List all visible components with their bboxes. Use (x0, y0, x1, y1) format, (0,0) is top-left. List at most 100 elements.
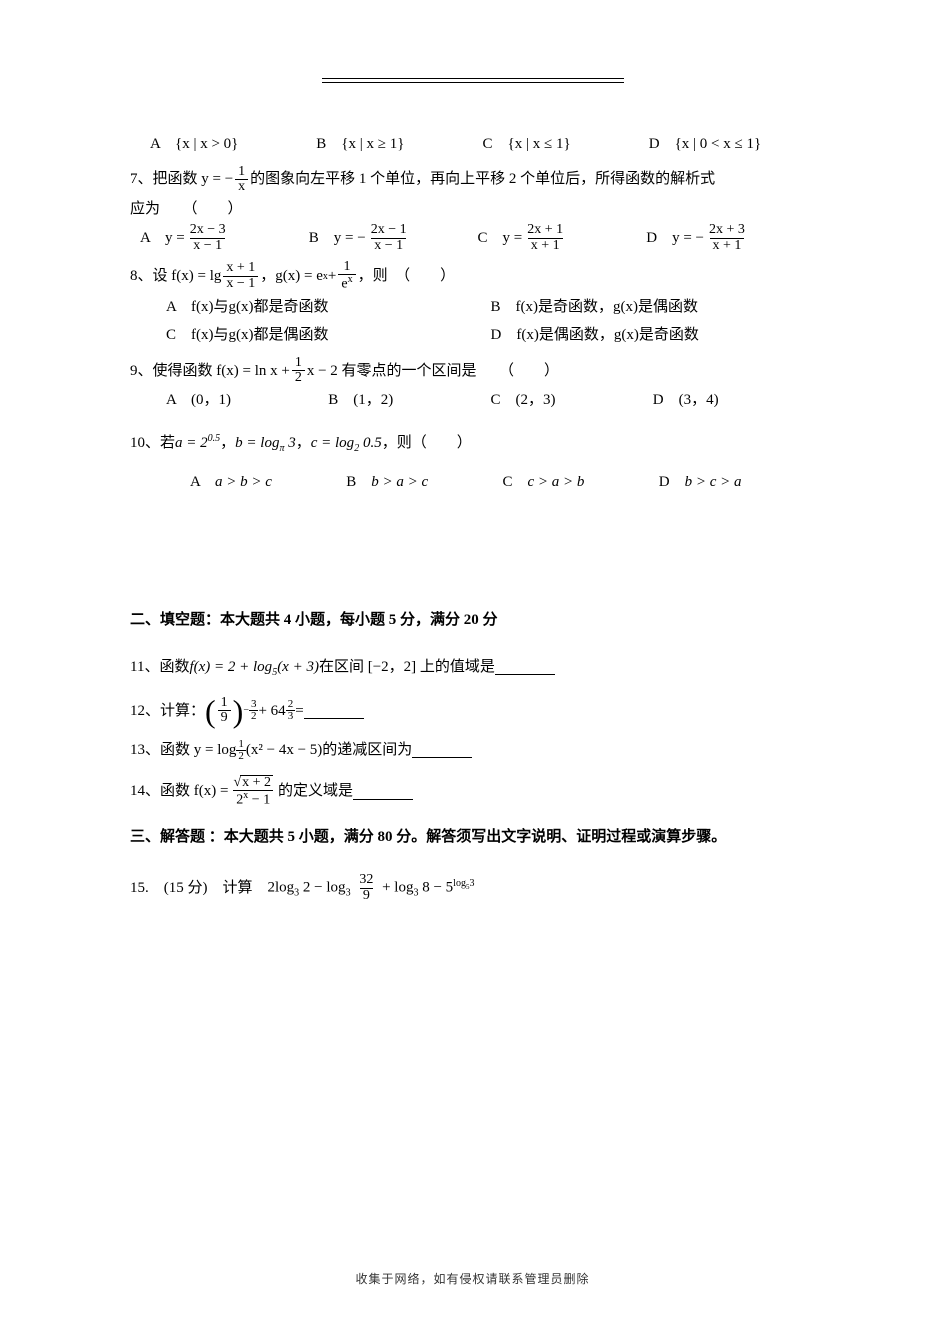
q15-a3: 8 (422, 880, 430, 896)
q6-B-text: {x | x ≥ 1} (341, 130, 404, 159)
q7-opt-C: C y = 2x + 1x + 1 (478, 223, 647, 253)
q14-blank (353, 784, 413, 800)
q10-sep1: ， (220, 429, 235, 458)
q7D-den: x + 1 (710, 238, 745, 254)
q10-lead: 10、若 (130, 429, 175, 458)
header-rule (322, 78, 624, 88)
q6-A-text: {x | x > 0} (175, 130, 238, 159)
section3-title: 三、解答题 ：本大题共 5 小题，满分 80 分。解答须写出文字说明、证明过程或… (130, 823, 815, 852)
q10-b-sub: π (279, 443, 284, 454)
q6-opt-A: A {x | x > 0} (150, 130, 316, 159)
q8-d: ，则 （ ） (358, 262, 456, 291)
q10-c-arg: 0.5 (363, 435, 382, 451)
q10-b-arg: 3 (288, 435, 296, 451)
q10-options: A a > b > c B b > a > c C c > a > b D b … (130, 468, 815, 497)
q11-a: 11、函数 (130, 653, 189, 682)
q15-b3: 3 (413, 888, 418, 899)
q12-plus: + 64 (258, 697, 285, 726)
q14-sqrt: x + 2 (240, 775, 273, 791)
q9-stem: 9、使得函数 f(x) = ln x + 12 x − 2 有零点的一个区间是 … (130, 356, 815, 386)
q10-opt-B: B b > a > c (346, 468, 502, 497)
q10-stem: 10、若 a = 20.5 ， b = logπ 3 ， c = log2 0.… (130, 429, 815, 458)
q7-stem: 7、把函数 y = − 1 x 的图象向左平移 1 个单位，再向上平移 2 个单… (130, 165, 815, 195)
q7-text-a: 7、把函数 y = − (130, 165, 233, 194)
q14-frac: √x + 2 2x − 1 (230, 775, 276, 809)
q6-opt-B: B {x | x ≥ 1} (316, 130, 482, 159)
q10-a: a = 20.5 (175, 429, 220, 458)
q13-bd: 2 (236, 750, 246, 762)
q7-frac-num: 1 (235, 165, 248, 180)
q8A: f(x)与g(x)都是奇函数 (191, 299, 328, 315)
q15-el: log (453, 878, 466, 889)
q6-opt-C: C {x | x ≤ 1} (483, 130, 649, 159)
q15-b2: 3 (346, 888, 351, 899)
q12-a: 12、计算： (130, 697, 205, 726)
q7-opt-D: D y = − 2x + 3x + 1 (646, 223, 815, 253)
q13-base: 12 (236, 739, 246, 762)
q6-D-text: {x | 0 < x ≤ 1} (675, 130, 762, 159)
q10-c-e: c = log (311, 435, 354, 451)
q13-b: 的递减区间为 (322, 736, 412, 765)
q7C-den: x + 1 (528, 238, 563, 254)
q14-a: 14、函数 f(x) = (130, 777, 228, 806)
q8-frac1: x + 1 x − 1 (223, 261, 258, 291)
q14: 14、函数 f(x) = √x + 2 2x − 1 的定义域是 (130, 775, 815, 809)
q12-e1d: 2 (249, 710, 259, 722)
q8D: f(x)是偶函数，g(x)是奇函数 (516, 327, 698, 343)
q8-stem: 8、设 f(x) = lg x + 1 x − 1 ，g(x) = ex + 1… (130, 260, 815, 293)
q9-opt-B: B (1，2) (328, 386, 490, 415)
q10-opt-C: C c > a > b (503, 468, 659, 497)
q8-b: ，g(x) = e (260, 262, 323, 291)
q8-opt-C: C f(x)与g(x)都是偶函数 (166, 321, 491, 350)
q14-b: 的定义域是 (278, 777, 353, 806)
q8B: f(x)是奇函数，g(x)是偶函数 (516, 299, 698, 315)
q15-fn: 32 (356, 873, 376, 888)
q7-frac-den: x (235, 179, 248, 195)
q8-f1n: x + 1 (223, 261, 258, 276)
q8-a: 8、设 f(x) = lg (130, 262, 221, 291)
q8-f2d-x: x (348, 274, 353, 285)
q12-pd: 9 (218, 710, 231, 726)
q14-num: √x + 2 (230, 775, 276, 791)
q11-fx: f(x) = 2 + log5(x + 3) (189, 653, 319, 682)
q9-opt-D: D (3，4) (653, 386, 815, 415)
q6-options: A {x | x > 0} B {x | x ≥ 1} C {x | x ≤ 1… (130, 130, 815, 159)
q12-exp1: −32 (243, 699, 258, 722)
q6-opt-D: D {x | 0 < x ≤ 1} (649, 130, 815, 159)
q10-c: c = log2 0.5 (311, 429, 382, 458)
q13-bn: 1 (236, 739, 246, 750)
q15-fd: 9 (360, 888, 373, 904)
q12-exp2: 23 (286, 699, 296, 722)
q8-opt-D: D f(x)是偶函数，g(x)是奇函数 (491, 321, 816, 350)
q10-tail: ，则（ ） (382, 429, 472, 458)
q8-f2d: ex (338, 274, 355, 292)
q8-opt-A: A f(x)与g(x)都是奇函数 (166, 293, 491, 322)
q11-fx-t: f(x) = 2 + log (189, 659, 272, 675)
q7-opt-A: A y = 2x − 3x − 1 (140, 223, 309, 253)
q12-pn: 1 (218, 696, 231, 711)
q15-m: − log (314, 880, 345, 896)
q15-ea: 3 (469, 878, 474, 889)
q7-opt-B: B y = − 2x − 1x − 1 (309, 223, 478, 253)
q7A-num: 2x − 3 (187, 223, 229, 238)
q10-a-e: a = 2 (175, 435, 208, 451)
q11-blank (495, 659, 555, 675)
q15-t1: 2log (268, 880, 295, 896)
q10B: b > a > c (371, 468, 428, 497)
q15-label: 15. (15 分) 计算 (130, 874, 268, 903)
q10-c-sub: 2 (354, 443, 359, 454)
q13-a: 13、函数 y = log (130, 736, 236, 765)
q6-C-text: {x | x ≤ 1} (508, 130, 571, 159)
q8-options: A f(x)与g(x)都是奇函数 B f(x)是奇函数，g(x)是偶函数 C f… (130, 293, 815, 350)
q10A: a > b > c (215, 468, 272, 497)
q9A: (0，1) (191, 386, 231, 415)
q8-f1d: x − 1 (223, 276, 258, 292)
q12-e1n: 3 (249, 699, 259, 710)
q7-frac: 1 x (235, 165, 248, 195)
q11-b: 在区间 [−2，2] 上的值域是 (319, 653, 495, 682)
q12: 12、计算： ( 19 ) −32 + 64 23 = (130, 696, 815, 726)
section2-title: 二、填空题：本大题共 4 小题，每小题 5 分，满分 20 分 (130, 606, 815, 635)
q8-opt-B: B f(x)是奇函数，g(x)是偶函数 (491, 293, 816, 322)
q13-arg: (x² − 4x − 5) (246, 736, 322, 765)
q8C: f(x)与g(x)都是偶函数 (191, 327, 328, 343)
